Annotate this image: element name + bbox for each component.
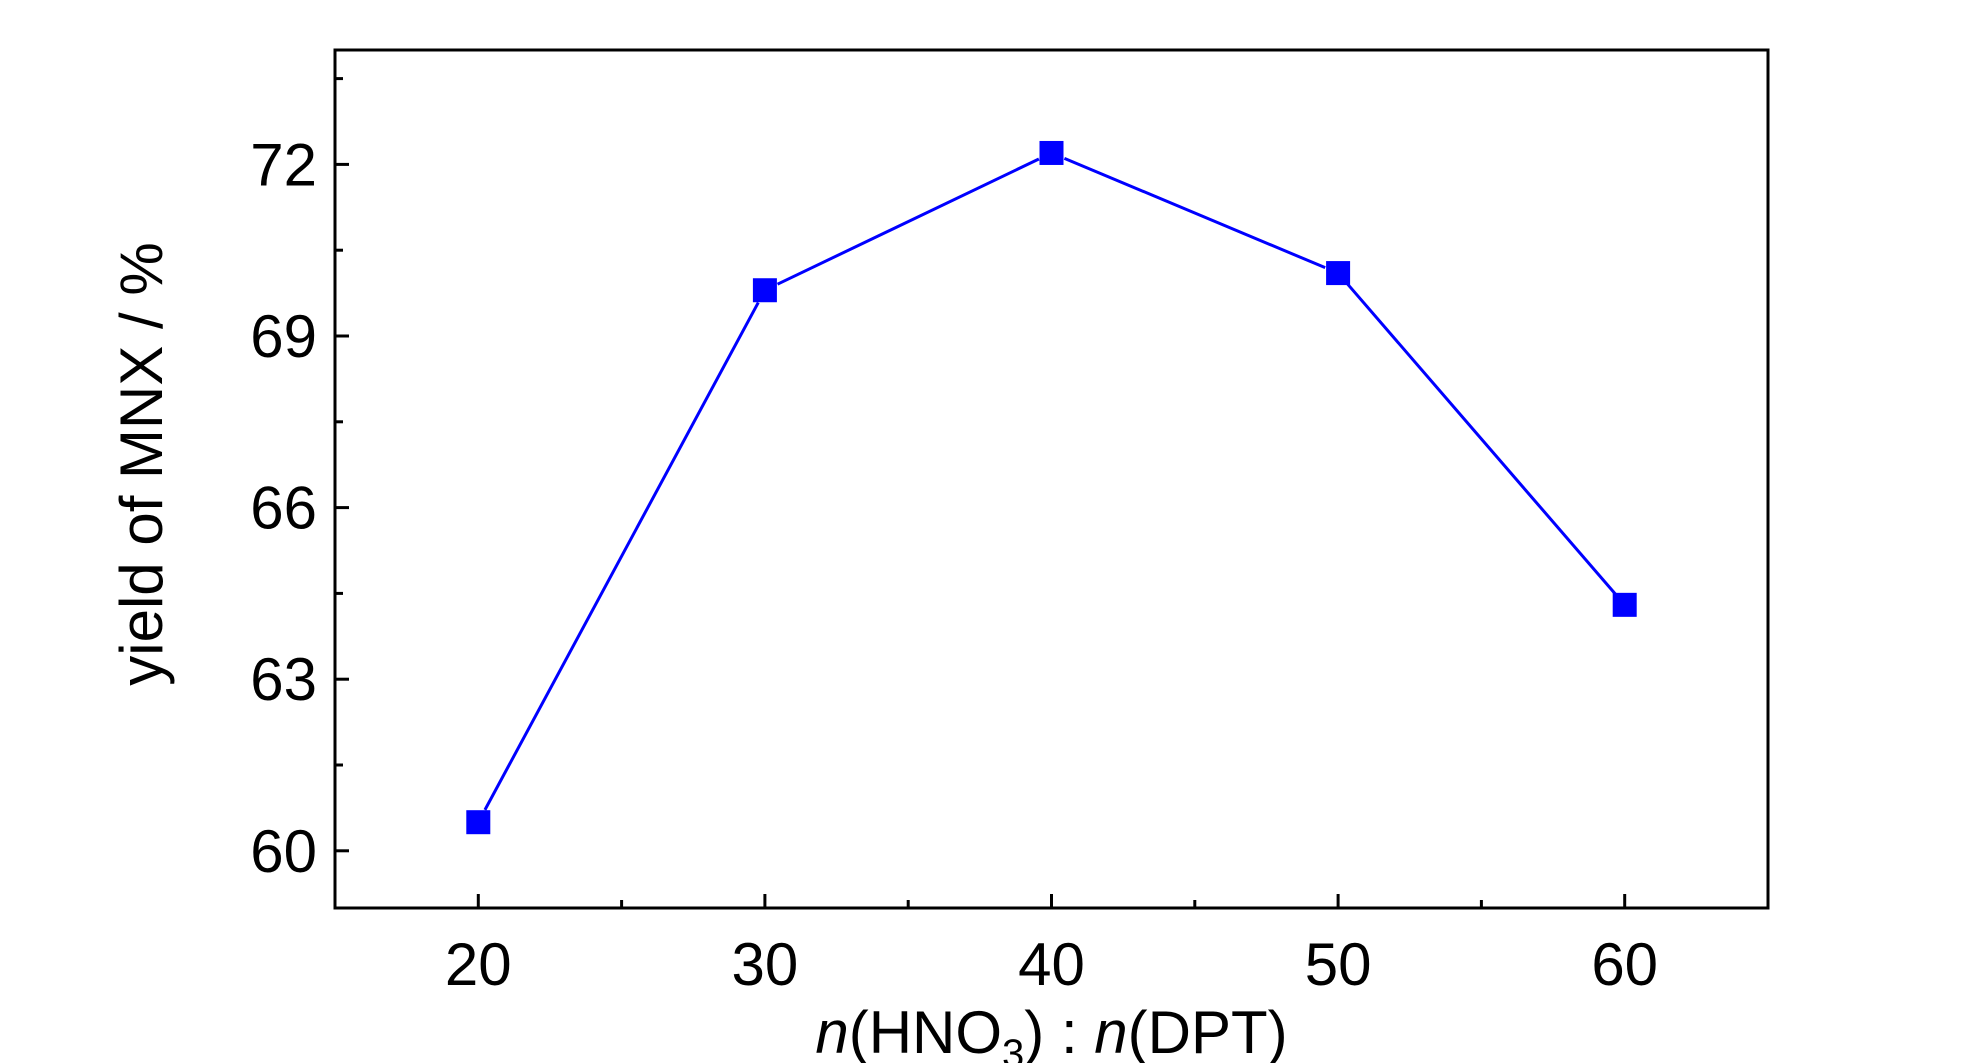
data-point-marker xyxy=(1612,592,1637,617)
series-line-segment xyxy=(1063,156,1326,270)
x-tick-label: 50 xyxy=(1305,931,1372,998)
data-point-marker xyxy=(1039,140,1064,165)
x-tick-label: 60 xyxy=(1591,931,1658,998)
series-line-segment xyxy=(1346,282,1617,596)
x-axis-title-part1: (HNO xyxy=(849,999,1002,1063)
tick-labels: 20 30 40 50 60 60 63 66 69 72 xyxy=(250,131,1658,998)
y-tick-label: 72 xyxy=(250,131,317,198)
y-axis-title: yield of MNX / % xyxy=(108,242,175,685)
data-point-marker xyxy=(466,810,491,835)
y-tick-label: 69 xyxy=(250,303,317,370)
y-tick-label: 63 xyxy=(250,646,317,713)
y-tick-label: 66 xyxy=(250,475,317,542)
data-point-marker xyxy=(752,278,777,303)
x-tick-label: 20 xyxy=(445,931,512,998)
x-axis-title-subscript: 3 xyxy=(1002,1032,1024,1063)
x-axis-title-part3: (DPT) xyxy=(1128,999,1288,1063)
axis-ticks xyxy=(335,77,1627,908)
x-tick-label: 30 xyxy=(732,931,799,998)
x-tick-label: 40 xyxy=(1018,931,1085,998)
series-line-segment xyxy=(776,157,1040,286)
series-line-segment xyxy=(483,301,760,811)
x-axis-title-n2: n xyxy=(1094,999,1127,1063)
x-axis-title-n1: n xyxy=(815,999,848,1063)
x-axis-title-part2: ) : xyxy=(1024,999,1094,1063)
x-axis-title: n(HNO3) : n(DPT) xyxy=(815,999,1287,1063)
plot-area xyxy=(466,140,1637,835)
y-tick-label: 60 xyxy=(250,818,317,885)
data-point-marker xyxy=(1326,261,1351,286)
